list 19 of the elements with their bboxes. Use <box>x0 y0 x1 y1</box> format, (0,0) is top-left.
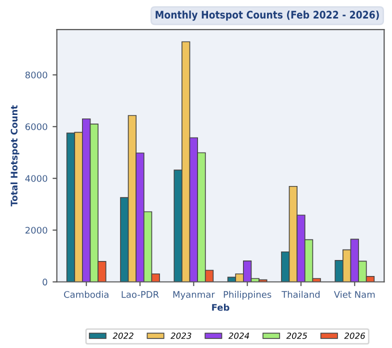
legend-label: 2023 <box>170 332 192 339</box>
y-tick-label: 6000 <box>25 123 48 130</box>
y-tick-label: 4000 <box>25 175 48 182</box>
legend-label: 2025 <box>286 332 308 339</box>
y-axis-title: Total Hotspot Count <box>10 105 20 206</box>
y-tick-label: 8000 <box>25 72 48 78</box>
chart-title: Monthly Hotspot Counts (Feb 2022 - 2026) <box>156 10 379 21</box>
x-tick-label: Lao-PDR <box>122 291 159 298</box>
x-tick-label: Viet Nam <box>334 290 375 298</box>
x-tick-label: Myanmar <box>173 291 215 300</box>
y-tick-label: 0 <box>42 278 48 286</box>
legend-label: 2024 <box>228 332 250 339</box>
legend-label: 2022 <box>112 332 134 339</box>
x-axis-title: Feb <box>212 304 230 311</box>
x-tick-label: Cambodia <box>64 290 108 298</box>
x-tick-label: Thailand <box>282 290 320 298</box>
legend-label: 2026 <box>344 332 366 339</box>
x-tick-label: Philippines <box>224 290 272 300</box>
y-tick-label: 2000 <box>26 226 48 234</box>
